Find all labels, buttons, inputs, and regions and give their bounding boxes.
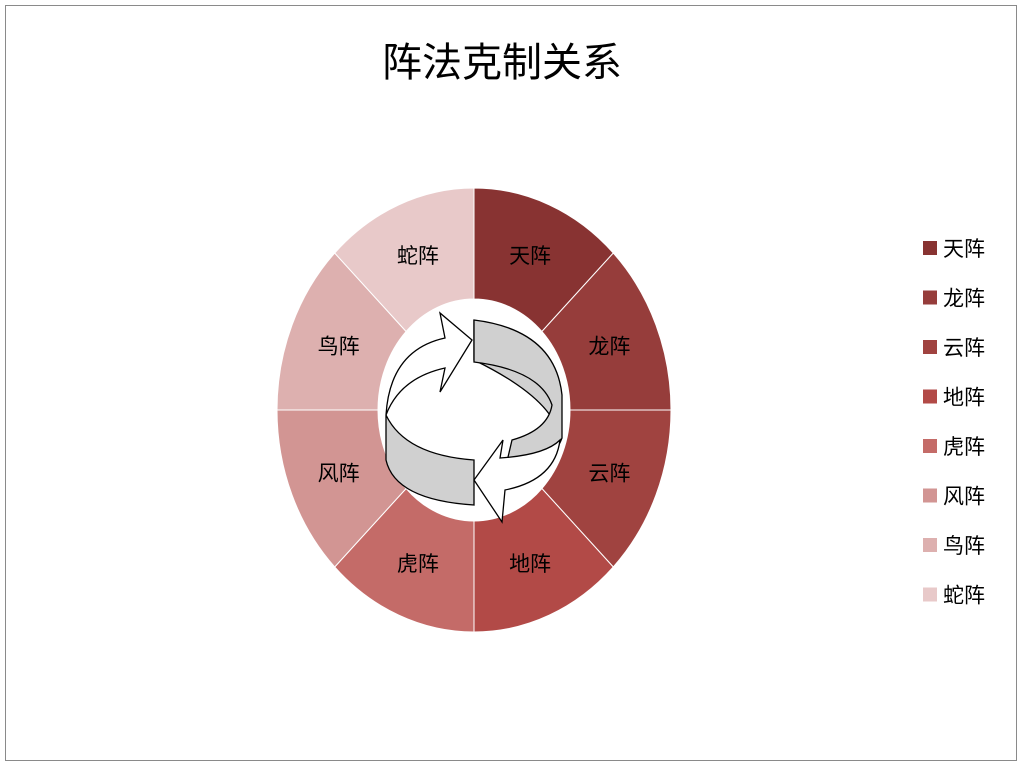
legend-swatch (923, 290, 937, 305)
legend-swatch (923, 389, 937, 404)
circular-arrows-icon (385, 311, 563, 524)
legend-label: 地阵 (943, 386, 985, 410)
data-label: 风阵 (318, 462, 360, 486)
legend-swatch (923, 439, 937, 453)
legend-swatch (923, 587, 937, 602)
donut-segment-7 (276, 252, 407, 411)
legend-swatch (923, 340, 937, 354)
donut-segment-3 (541, 409, 672, 568)
legend-label: 虎阵 (943, 435, 985, 459)
donut-segment-2 (541, 252, 672, 411)
legend-label: 天阵 (943, 237, 985, 261)
legend-label: 鸟阵 (943, 534, 985, 558)
data-label: 鸟阵 (318, 334, 360, 358)
legend-swatch (923, 241, 937, 255)
data-label: 蛇阵 (397, 244, 439, 268)
legend-label: 龙阵 (943, 287, 985, 311)
data-label: 龙阵 (588, 334, 630, 358)
donut-segment-5 (334, 487, 475, 633)
data-label: 虎阵 (397, 552, 439, 576)
chart-frame (5, 5, 1017, 761)
legend-swatch (923, 488, 937, 503)
donut-segment-4 (473, 487, 614, 633)
chart-title: 阵法克制关系 (382, 40, 622, 86)
legend-swatch (923, 538, 937, 552)
data-label: 天阵 (509, 244, 551, 268)
legend-label: 蛇阵 (943, 584, 985, 608)
legend-label: 风阵 (943, 485, 985, 509)
data-label: 地阵 (509, 552, 551, 576)
data-label: 云阵 (588, 462, 630, 486)
legend-label: 云阵 (943, 336, 985, 360)
donut-segment-1 (473, 187, 614, 333)
donut-segment-8 (334, 187, 475, 333)
